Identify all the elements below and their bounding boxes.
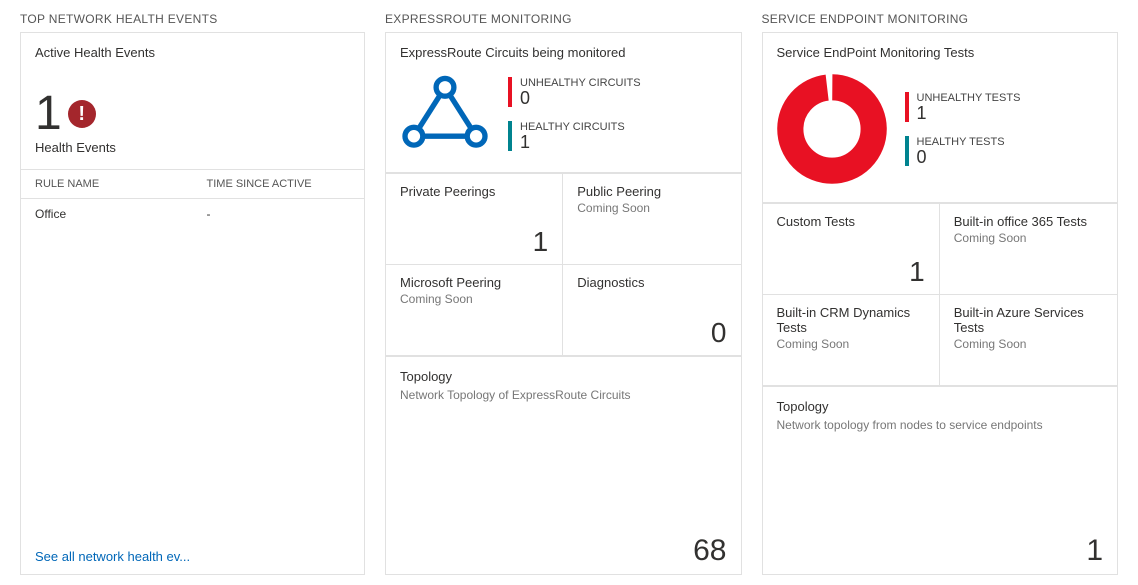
- cell-time: -: [193, 199, 365, 229]
- tile-private-peerings[interactable]: Private Peerings 1: [385, 173, 563, 265]
- stat-label: HEALTHY CIRCUITS: [520, 121, 625, 133]
- tile-azure-tests[interactable]: Built-in Azure Services Tests Coming Soo…: [939, 294, 1118, 386]
- summary-title: Service EndPoint Monitoring Tests: [763, 33, 1118, 64]
- tile-value: 1: [909, 256, 925, 288]
- section-title-endpoint: SERVICE ENDPOINT MONITORING: [762, 10, 1119, 32]
- stat-healthy-circuits: HEALTHY CIRCUITS 1: [508, 121, 641, 151]
- tile-sub: [777, 229, 925, 231]
- bar-icon: [508, 121, 512, 151]
- tile-sub: [400, 199, 548, 201]
- topology-title: Topology: [777, 399, 1104, 414]
- tile-diagnostics[interactable]: Diagnostics 0: [562, 264, 741, 356]
- tile-sub: Coming Soon: [400, 290, 548, 306]
- dashboard-root: TOP NETWORK HEALTH EVENTS Active Health …: [0, 0, 1138, 585]
- cell-rule: Office: [21, 199, 193, 229]
- tile-custom-tests[interactable]: Custom Tests 1: [762, 203, 940, 295]
- summary-stats: UNHEALTHY TESTS 1 HEALTHY TESTS 0: [905, 92, 1021, 166]
- card-expressroute-summary[interactable]: ExpressRoute Circuits being monitored UN…: [385, 32, 742, 173]
- tile-title: Private Peerings: [400, 184, 548, 199]
- card-expressroute-topology[interactable]: Topology Network Topology of ExpressRout…: [385, 356, 742, 575]
- stat-value: 1: [917, 104, 1021, 122]
- tile-sub: Coming Soon: [954, 335, 1103, 351]
- stat-label: UNHEALTHY CIRCUITS: [520, 77, 641, 89]
- stat-value: 0: [520, 89, 641, 107]
- tile-title: Custom Tests: [777, 214, 925, 229]
- summary-body: 1 TESTS UNHEALTHY TESTS 1: [763, 64, 1118, 202]
- health-events-count-row: 1 !: [21, 66, 364, 140]
- tile-title: Built-in CRM Dynamics Tests: [777, 305, 925, 335]
- stat-label: UNHEALTHY TESTS: [917, 92, 1021, 104]
- summary-title: ExpressRoute Circuits being monitored: [386, 33, 741, 64]
- endpoint-tiles: Custom Tests 1 Built-in office 365 Tests…: [762, 203, 1119, 386]
- health-table-header: RULE NAME TIME SINCE ACTIVE: [21, 169, 364, 198]
- tile-sub: [577, 290, 726, 292]
- topology-title: Topology: [400, 369, 727, 384]
- health-events-count: 1: [35, 90, 62, 138]
- topology-sub: Network Topology of ExpressRoute Circuit…: [400, 384, 727, 402]
- tile-crm-tests[interactable]: Built-in CRM Dynamics Tests Coming Soon: [762, 294, 940, 386]
- tile-sub: Coming Soon: [954, 229, 1103, 245]
- tile-title: Public Peering: [577, 184, 726, 199]
- stat-unhealthy-circuits: UNHEALTHY CIRCUITS 0: [508, 77, 641, 107]
- expressroute-tiles: Private Peerings 1 Public Peering Coming…: [385, 173, 742, 356]
- summary-body: UNHEALTHY CIRCUITS 0 HEALTHY CIRCUITS 1: [386, 64, 741, 172]
- section-title-health: TOP NETWORK HEALTH EVENTS: [20, 10, 365, 32]
- tile-title: Built-in office 365 Tests: [954, 214, 1103, 229]
- stat-unhealthy-tests: UNHEALTHY TESTS 1: [905, 92, 1021, 122]
- tile-o365-tests[interactable]: Built-in office 365 Tests Coming Soon: [939, 203, 1118, 295]
- bar-icon: [905, 136, 909, 166]
- tile-public-peering[interactable]: Public Peering Coming Soon: [562, 173, 741, 265]
- card-active-health-events[interactable]: Active Health Events 1 ! Health Events R…: [20, 32, 365, 575]
- alert-icon: !: [68, 100, 96, 128]
- card-title: Active Health Events: [21, 33, 364, 66]
- card-endpoint-summary[interactable]: Service EndPoint Monitoring Tests 1 TEST…: [762, 32, 1119, 203]
- col-time-since: TIME SINCE ACTIVE: [193, 170, 365, 198]
- tile-sub: Coming Soon: [777, 335, 925, 351]
- stat-value: 1: [520, 133, 625, 151]
- stat-value: 0: [917, 148, 1005, 166]
- bar-icon: [508, 77, 512, 107]
- tile-value: 1: [533, 226, 549, 258]
- health-events-label: Health Events: [21, 140, 364, 169]
- tile-sub: Coming Soon: [577, 199, 726, 215]
- bar-icon: [905, 92, 909, 122]
- topology-value: 68: [693, 534, 726, 568]
- tests-donut-chart: 1 TESTS: [777, 74, 887, 184]
- stat-label: HEALTHY TESTS: [917, 136, 1005, 148]
- see-all-link[interactable]: See all network health ev...: [35, 549, 190, 564]
- tile-title: Built-in Azure Services Tests: [954, 305, 1103, 335]
- section-title-expressroute: EXPRESSROUTE MONITORING: [385, 10, 742, 32]
- tile-title: Diagnostics: [577, 275, 726, 290]
- tile-microsoft-peering[interactable]: Microsoft Peering Coming Soon: [385, 264, 563, 356]
- col-rule-name: RULE NAME: [21, 170, 193, 198]
- column-health-events: TOP NETWORK HEALTH EVENTS Active Health …: [20, 10, 365, 575]
- tile-title: Microsoft Peering: [400, 275, 548, 290]
- topology-sub: Network topology from nodes to service e…: [777, 414, 1104, 432]
- summary-stats: UNHEALTHY CIRCUITS 0 HEALTHY CIRCUITS 1: [508, 77, 641, 151]
- topology-value: 1: [1086, 534, 1103, 568]
- circuit-topology-icon: [400, 74, 490, 154]
- card-endpoint-topology[interactable]: Topology Network topology from nodes to …: [762, 386, 1119, 575]
- column-service-endpoint: SERVICE ENDPOINT MONITORING Service EndP…: [762, 10, 1119, 575]
- table-row[interactable]: Office -: [21, 198, 364, 229]
- tile-value: 0: [711, 317, 727, 349]
- stat-healthy-tests: HEALTHY TESTS 0: [905, 136, 1021, 166]
- column-expressroute: EXPRESSROUTE MONITORING ExpressRoute Cir…: [385, 10, 742, 575]
